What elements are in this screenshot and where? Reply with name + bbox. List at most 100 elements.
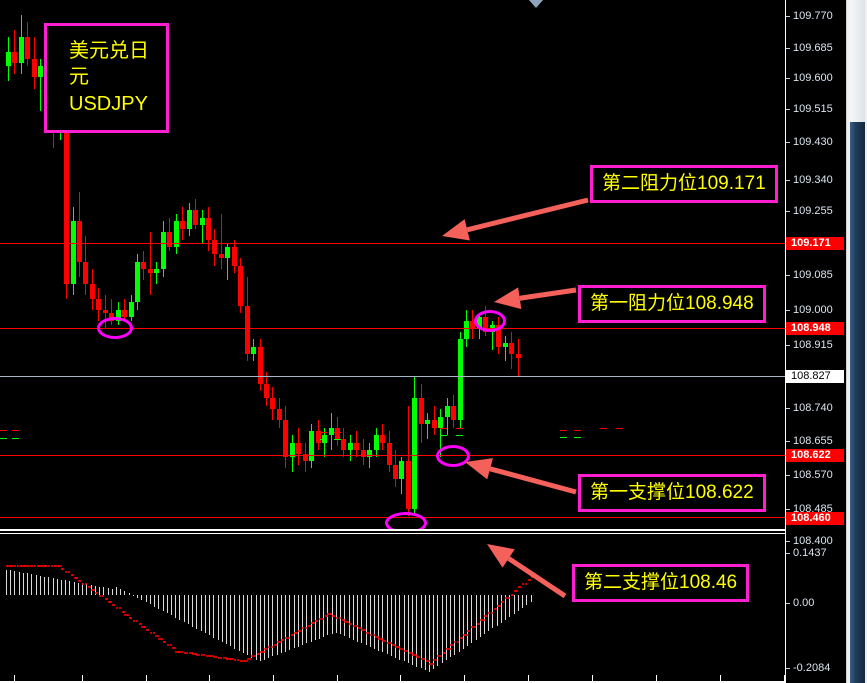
- time-axis-tick: [592, 675, 593, 682]
- symbol-title-box: 美元兑日元 USDJPY: [44, 23, 169, 133]
- macd-histogram-bar: [247, 595, 249, 656]
- macd-signal-dot: [68, 570, 71, 573]
- macd-histogram-bar: [27, 573, 29, 596]
- macd-signal-dot: [471, 626, 474, 629]
- macd-histogram-bar: [111, 588, 113, 596]
- candle-body: [347, 442, 353, 450]
- macd-histogram-bar: [517, 595, 519, 612]
- macd-signal-dot: [364, 629, 367, 632]
- highlight-ellipse-4: [385, 512, 427, 529]
- macd-histogram-bar: [323, 595, 325, 637]
- macd-signal-dot: [93, 589, 96, 592]
- macd-signal-dot: [123, 610, 125, 613]
- macd-signal-dot: [358, 627, 361, 630]
- order-level-dash: [334, 439, 341, 440]
- macd-signal-dot: [510, 593, 513, 596]
- macd-signal-dot: [200, 654, 203, 657]
- macd-signal-dot: [476, 622, 479, 625]
- macd-signal-dot: [75, 576, 78, 579]
- candle-body: [173, 221, 179, 248]
- candle-body: [76, 221, 82, 262]
- price-tick-109-600: 109.600: [786, 72, 833, 85]
- macd-signal-dot: [495, 608, 498, 611]
- arrow-support-1: [465, 458, 577, 495]
- macd-signal-dot: [84, 582, 87, 585]
- macd-signal-dot: [146, 628, 149, 631]
- macd-signal-dot: [347, 621, 350, 624]
- macd-signal-dot: [169, 644, 172, 647]
- price-tick-109-340: 109.340: [786, 174, 833, 187]
- resistance-2-line[interactable]: [0, 243, 806, 244]
- macd-signal-dot: [223, 657, 226, 660]
- macd-signal-dot: [159, 638, 162, 641]
- candle-wick: [111, 298, 113, 325]
- macd-signal-dot: [302, 627, 305, 630]
- candle-body: [218, 254, 224, 259]
- macd-signal-dot: [28, 564, 31, 567]
- candle-body: [83, 261, 89, 284]
- macd-signal-dot: [175, 650, 178, 653]
- price-axis[interactable]: 109.770 109.685 109.600 109.515 109.430 109.3…: [785, 0, 846, 683]
- macd-signal-dot: [507, 597, 510, 600]
- price-tick-108-400: 108.400: [786, 535, 833, 548]
- macd-signal-dot: [397, 645, 400, 648]
- macd-signal-dot: [158, 638, 161, 641]
- macd-indicator-panel[interactable]: [0, 533, 806, 683]
- current-price-line[interactable]: [0, 376, 806, 377]
- macd-signal-dot: [59, 564, 62, 567]
- macd-signal-dot: [273, 643, 276, 646]
- macd-histogram-bar: [268, 595, 270, 658]
- macd-histogram-bar: [107, 588, 109, 596]
- macd-signal-dot: [37, 564, 39, 567]
- macd-histogram-bar: [475, 595, 477, 641]
- macd-histogram-bar: [395, 595, 397, 658]
- macd-signal-dot: [381, 637, 384, 640]
- page-scrollbar[interactable]: [846, 0, 867, 683]
- candle-body: [6, 51, 11, 67]
- macd-signal-dot: [313, 622, 316, 625]
- macd-signal-dot: [244, 659, 247, 662]
- macd-signal-dot: [366, 631, 369, 634]
- macd-signal-dot: [106, 598, 109, 601]
- candle-body: [431, 420, 437, 428]
- candle-body: [502, 342, 508, 347]
- arrow-support-2: [487, 544, 567, 599]
- macd-signal-dot: [178, 650, 180, 653]
- resistance-1-line[interactable]: [0, 328, 806, 329]
- macd-signal-dot: [58, 564, 61, 567]
- macd-signal-dot: [297, 629, 300, 632]
- macd-signal-dot: [493, 608, 496, 611]
- macd-signal-dot: [227, 657, 230, 660]
- price-tick-108-740: 108.740: [786, 402, 833, 415]
- macd-signal-dot: [355, 625, 358, 628]
- macd-signal-dot: [378, 637, 381, 640]
- macd-signal-dot: [362, 629, 365, 632]
- candle-body: [225, 247, 231, 259]
- macd-signal-dot: [27, 564, 30, 567]
- macd-histogram-bar: [357, 595, 359, 642]
- macd-histogram-bar: [200, 595, 202, 631]
- macd-signal-dot: [316, 620, 319, 623]
- macd-signal-dot: [359, 627, 362, 630]
- macd-signal-dot: [166, 644, 169, 647]
- candle-wick: [220, 213, 222, 270]
- candle-body: [341, 438, 347, 450]
- macd-signal-dot: [400, 647, 403, 650]
- candle-body: [509, 342, 515, 354]
- macd-signal-dot: [450, 644, 453, 647]
- price-tick-108-915: 108.915: [786, 339, 833, 352]
- macd-signal-dot: [76, 576, 79, 579]
- highlight-ellipse-2: [474, 310, 506, 332]
- macd-signal-dot: [348, 623, 351, 626]
- scrollbar-track[interactable]: [850, 0, 865, 122]
- candle-wick: [40, 59, 42, 111]
- macd-histogram-bar: [500, 595, 502, 623]
- support-1-line[interactable]: [0, 455, 806, 456]
- macd-signal-dot: [454, 640, 457, 643]
- scrollbar-thumb[interactable]: [850, 122, 865, 683]
- macd-signal-dot: [416, 656, 419, 659]
- macd-signal-dot: [121, 610, 124, 613]
- macd-signal-dot: [89, 586, 92, 589]
- macd-signal-dot: [498, 604, 501, 607]
- macd-signal-dot: [163, 641, 166, 644]
